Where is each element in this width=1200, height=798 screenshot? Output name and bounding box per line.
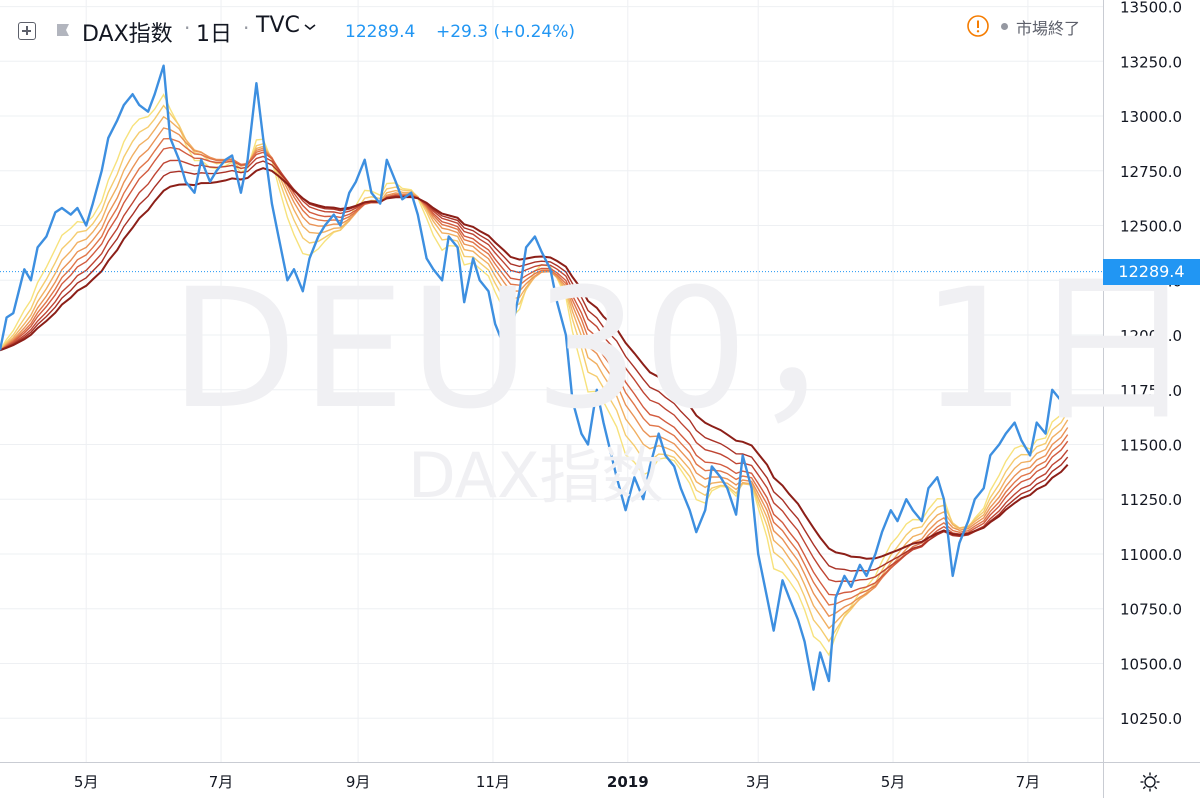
x-tick-label: 7月 bbox=[1016, 773, 1041, 791]
x-tick-label: 5月 bbox=[881, 773, 906, 791]
alert-icon bbox=[967, 15, 989, 37]
ema-ribbon-line bbox=[0, 167, 1069, 560]
interval-label[interactable]: 1日 bbox=[196, 22, 232, 47]
x-tick-label: 5月 bbox=[74, 773, 99, 791]
gear-icon[interactable] bbox=[1139, 771, 1161, 793]
status-dot bbox=[1001, 23, 1008, 30]
y-tick-label: 12500.0 bbox=[1120, 218, 1182, 236]
chevron-down-icon[interactable] bbox=[303, 22, 317, 32]
y-tick-label: 10250.0 bbox=[1120, 710, 1182, 728]
expand-icon[interactable] bbox=[18, 22, 36, 40]
x-tick-label: 3月 bbox=[746, 773, 771, 791]
symbol-watermark: DEU30，1日 bbox=[170, 253, 1200, 445]
ema-ribbon-line bbox=[0, 155, 1069, 583]
y-tick-label: 10500.0 bbox=[1120, 655, 1182, 673]
ema-ribbon-line bbox=[0, 146, 1069, 596]
y-tick-label: 12750.0 bbox=[1120, 163, 1182, 181]
y-tick-label: 13250.0 bbox=[1120, 53, 1182, 71]
price-change: +29.3 (+0.24%) bbox=[436, 22, 576, 42]
y-tick-label: 13000.0 bbox=[1120, 108, 1182, 126]
ema-ribbon-line bbox=[0, 160, 1069, 572]
flag-icon bbox=[57, 24, 69, 36]
x-tick-label: 7月 bbox=[209, 773, 234, 791]
symbol-name[interactable]: DAX指数 bbox=[82, 22, 173, 47]
y-tick-label: 11250.0 bbox=[1120, 491, 1182, 509]
y-tick-label: 10750.0 bbox=[1120, 601, 1182, 619]
status-label: 市場終了 bbox=[1016, 19, 1081, 38]
x-tick-label: 9月 bbox=[346, 773, 371, 791]
price-line bbox=[0, 64, 1069, 691]
y-tick-label: 11500.0 bbox=[1120, 437, 1182, 455]
x-tick-label: 11月 bbox=[476, 773, 510, 791]
x-tick-label: 2019 bbox=[607, 773, 649, 791]
separator-dot: · bbox=[184, 16, 191, 40]
y-tick-label: 11000.0 bbox=[1120, 546, 1182, 564]
legend-header: DAX指数 · 1日 · TVC 12289.4 +29.3 (+0.24%) bbox=[0, 0, 1100, 58]
last-price-tag: 12289.4 bbox=[1103, 258, 1200, 285]
ema-ribbon-line bbox=[0, 115, 1069, 630]
y-tick-label: 11750.0 bbox=[1120, 382, 1182, 400]
exchange-label[interactable]: TVC bbox=[256, 13, 300, 38]
y-tick-label: 13500.0 bbox=[1120, 0, 1182, 17]
separator-dot: · bbox=[243, 16, 250, 40]
last-price: 12289.4 bbox=[345, 22, 416, 42]
y-tick-label: 12000.0 bbox=[1120, 327, 1182, 345]
description-watermark: DAX指数 bbox=[408, 439, 664, 512]
